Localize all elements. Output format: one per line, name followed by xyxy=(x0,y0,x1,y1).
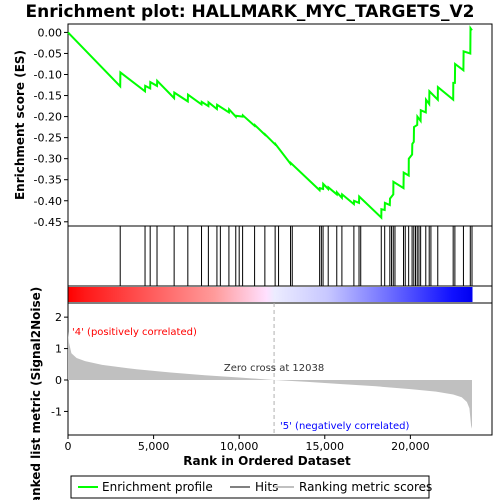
ranked-y-tick-label: 1 xyxy=(55,343,62,356)
hits-panel-frame xyxy=(67,225,493,287)
es-y-tick-label: -0.30 xyxy=(34,153,62,166)
ranked-y-tick-label: 0 xyxy=(55,374,62,387)
heatmap-bar xyxy=(67,285,493,304)
es-y-tick-label: -0.20 xyxy=(34,111,62,124)
enrichment-profile-line xyxy=(67,25,473,220)
ranked-y-ticks: 2 1 0 -1 xyxy=(51,311,68,418)
es-y-axis-label: Enrichment score (ES) xyxy=(13,50,27,200)
ranked-y-axis-label: Ranked list metric (Signal2Noise) xyxy=(29,287,43,500)
es-y-tick-label: 0.00 xyxy=(38,26,63,39)
x-tick-label: 15,000 xyxy=(306,440,345,453)
heatmap-gradient xyxy=(68,287,473,302)
ranked-y-tick-label: 2 xyxy=(55,311,62,324)
legend: Enrichment profile Hits Ranking metric s… xyxy=(70,475,432,499)
legend-enrichment-label: Enrichment profile xyxy=(102,480,213,494)
hits-panel xyxy=(67,225,493,287)
es-y-tick-label: -0.45 xyxy=(34,216,62,229)
ranked-y-tick-label: -1 xyxy=(51,405,62,418)
hit-lines xyxy=(119,226,473,286)
es-y-tick-label: -0.10 xyxy=(34,69,62,82)
x-tick-label: 20,000 xyxy=(391,440,430,453)
es-y-tick-label: -0.25 xyxy=(34,132,62,145)
x-tick-label: 10,000 xyxy=(220,440,259,453)
negative-correlation-label: '5' (negatively correlated) xyxy=(280,421,409,432)
es-y-tick-label: -0.05 xyxy=(34,47,62,60)
zero-cross-label: Zero cross at 12038 xyxy=(224,363,324,374)
es-panel-frame xyxy=(67,23,493,227)
positive-correlation-label: '4' (positively correlated) xyxy=(72,327,197,338)
chart-title: Enrichment plot: HALLMARK_MYC_TARGETS_V2 xyxy=(26,2,475,22)
ranked-x-ticks: 0 5,000 10,000 15,000 20,000 xyxy=(65,435,430,453)
ranking-metric-area xyxy=(68,331,472,429)
legend-hits-label: Hits xyxy=(255,480,278,494)
es-y-tick-label: -0.15 xyxy=(34,90,62,103)
es-y-tick-label: -0.35 xyxy=(34,174,62,187)
x-tick-label: 5,000 xyxy=(138,440,170,453)
legend-ranking-label: Ranking metric scores xyxy=(299,480,432,494)
es-y-tick-label: -0.40 xyxy=(34,195,62,208)
es-panel: 0.00 -0.05 -0.10 -0.15 -0.20 -0.25 -0.30 -0.35 -… xyxy=(13,23,493,229)
x-tick-label: 0 xyxy=(65,440,72,453)
x-axis-label: Rank in Ordered Dataset xyxy=(183,454,351,468)
es-y-ticks: 0.00 -0.05 -0.10 -0.15 -0.20 -0.25 -0.30 -0.35 -… xyxy=(34,26,68,229)
ranked-panel: 2 1 0 -1 0 5,000 10,000 15,000 20,000 Zero cros… xyxy=(29,287,493,500)
